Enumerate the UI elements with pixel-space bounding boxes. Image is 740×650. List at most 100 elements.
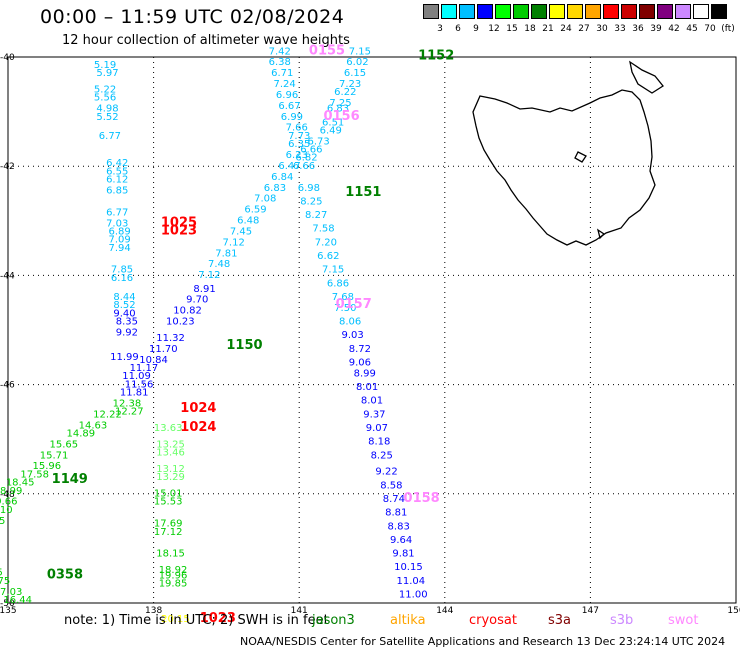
satellite-legend-swot: swot <box>668 613 699 628</box>
pass-time-labels: 0155 115201561151102510230157115010241024… <box>47 43 454 626</box>
pass-time-label: 1151 <box>345 185 381 200</box>
wave-height-value: 11.04 <box>397 576 426 587</box>
altimeter-tracks: 7.426.386.717.246.966.676.997.667.736.35… <box>0 46 428 625</box>
wave-height-value: 6.55 <box>106 166 128 177</box>
x-tick-label: 144 <box>436 606 453 616</box>
satellite-legend-altika: altika <box>390 613 426 628</box>
wave-height-value: 6.49 <box>320 125 342 136</box>
scale-swatch <box>423 4 439 19</box>
wave-height-value: 7.68 <box>332 292 354 303</box>
wave-height-value: 6.42 <box>106 158 128 169</box>
wave-height-value: 11.09 <box>122 371 151 382</box>
scale-swatch <box>495 4 511 19</box>
scale-swatch <box>531 4 547 19</box>
wave-height-value: 6.99 <box>281 112 303 123</box>
scale-label: 70 <box>704 24 716 34</box>
wave-height-value: 18.45 <box>0 516 5 527</box>
wave-height-value: 5.22 <box>94 84 116 95</box>
wave-height-value: 7.66 <box>286 123 308 134</box>
wave-height-value: 18.92 <box>159 565 188 576</box>
wave-height-value: 11.17 <box>130 363 159 374</box>
wave-height-value: 10.82 <box>173 306 202 317</box>
scale-swatch <box>711 4 727 19</box>
wave-height-value: 7.42 <box>269 46 291 57</box>
scale-swatch <box>441 4 457 19</box>
wave-height-value: 9.81 <box>392 549 414 560</box>
wave-height-value: 9.64 <box>390 535 412 546</box>
wave-height-value: 8.72 <box>349 344 371 355</box>
satellite-legend-jason3: jason3 <box>312 613 355 628</box>
wave-height-value: 11.81 <box>120 388 149 399</box>
wave-height-value: 13.46 <box>156 448 185 459</box>
scale-swatch <box>675 4 691 19</box>
pass-time-label: 0155 <box>309 43 345 58</box>
wave-height-value: 9.07 <box>366 423 388 434</box>
scale-label: 15 <box>506 24 518 34</box>
wave-height-value: 15.95 <box>0 568 3 579</box>
wave-height-value: 7.94 <box>108 243 130 254</box>
wave-height-value: 7.48 <box>208 259 230 270</box>
wave-height-value: 6.35 <box>288 139 310 150</box>
pass-time-label: 1152 <box>418 49 454 64</box>
satellite-legend-cryosat: cryosat <box>469 613 517 628</box>
scale-label: 30 <box>596 24 608 34</box>
wave-height-value: 6.38 <box>269 57 291 68</box>
scale-label: 6 <box>455 24 461 34</box>
wave-height-value: 6.73 <box>307 136 329 147</box>
wave-height-value: 16.44 <box>3 595 32 606</box>
wave-height-value: 17.58 <box>20 469 49 480</box>
wave-height-value: 8.74 <box>383 494 405 505</box>
scale-label: 21 <box>542 24 554 34</box>
wave-height-value: 8.91 <box>193 284 215 295</box>
wave-height-value: 6.22 <box>334 87 356 98</box>
scale-label: 36 <box>632 24 644 34</box>
wave-height-value: 7.50 <box>334 303 356 314</box>
wave-height-value: 7.12 <box>198 270 220 281</box>
wave-height-value: 7.15 <box>322 265 344 276</box>
wave-height-value: 8.27 <box>305 210 327 221</box>
wave-height-value: 6.96 <box>276 90 298 101</box>
scale-label: 3 <box>437 24 443 34</box>
wave-height-value: 5.97 <box>96 68 118 79</box>
wave-height-value: 8.58 <box>380 480 402 491</box>
wave-height-value: 6.86 <box>327 278 349 289</box>
wave-height-value: 14.63 <box>79 420 108 431</box>
wave-height-value: 10.84 <box>139 355 168 366</box>
wave-height-value: 7.03 <box>106 218 128 229</box>
wave-height-value: 7.08 <box>254 194 276 205</box>
scale-swatch <box>693 4 709 19</box>
wave-height-value: 6.84 <box>271 172 293 183</box>
scale-swatch <box>639 4 655 19</box>
wave-height-value: 13.12 <box>156 464 185 475</box>
scale-swatch <box>621 4 637 19</box>
satellite-legend-s3b: s3b <box>610 613 634 628</box>
wave-height-value: 12.27 <box>115 407 144 418</box>
wave-height-value: 6.98 <box>298 183 320 194</box>
wave-height-value: 7.81 <box>215 248 237 259</box>
wave-height-value: 12.22 <box>93 409 122 420</box>
wave-height-value: 8.06 <box>339 317 361 328</box>
wave-height-value: 7.23 <box>339 79 361 90</box>
wave-height-value: 9.22 <box>375 467 397 478</box>
wave-height-value: 4.98 <box>96 104 118 115</box>
wave-height-value: 13.29 <box>156 472 185 483</box>
wave-height-value: 8.44 <box>113 292 135 303</box>
wave-height-value: 9.70 <box>186 295 208 306</box>
pass-time-label: 1024 <box>180 420 216 435</box>
wave-height-value: 15.53 <box>154 497 183 508</box>
wave-height-value: 6.83 <box>327 104 349 115</box>
wave-height-value: 6.16 <box>111 273 133 284</box>
tasmania-coastline <box>472 60 664 246</box>
wave-height-value: 17.12 <box>154 527 183 538</box>
scale-label: 24 <box>560 24 572 34</box>
wave-height-value: 6.66 <box>300 145 322 156</box>
wave-height-value: 8.25 <box>371 450 393 461</box>
wave-height-value: 15.65 <box>49 439 78 450</box>
x-tick-label: 147 <box>582 606 599 616</box>
wave-height-value: 11.99 <box>110 352 139 363</box>
wave-height-value: 6.48 <box>237 216 259 227</box>
pass-time-label: 1023 <box>161 223 197 238</box>
x-tick-label: 138 <box>145 606 162 616</box>
y-tick-label: -48 <box>0 490 15 500</box>
wave-height-value: 5.56 <box>94 93 116 104</box>
